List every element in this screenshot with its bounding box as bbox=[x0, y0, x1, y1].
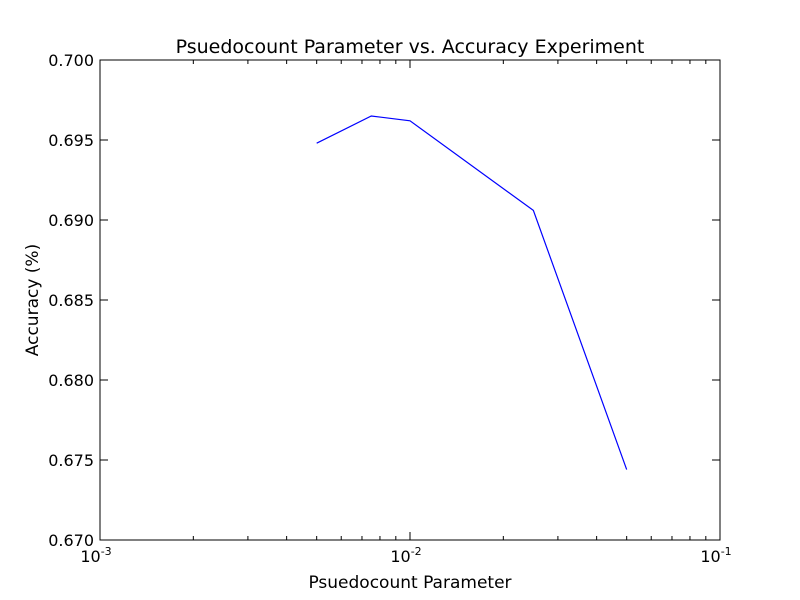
y-tick-label: 0.695 bbox=[48, 131, 94, 150]
x-axis-label: Psuedocount Parameter bbox=[308, 573, 511, 593]
x-tick-label-base: 10 bbox=[390, 547, 410, 566]
y-tick-label: 0.670 bbox=[48, 531, 94, 550]
x-tick-label-exponent: -2 bbox=[411, 545, 422, 558]
x-tick-label: 10-3 bbox=[80, 545, 111, 566]
series-line bbox=[316, 115, 628, 470]
y-tick-label: 0.700 bbox=[48, 51, 94, 70]
x-tick-label: 10-2 bbox=[390, 545, 421, 566]
y-tick-label: 0.675 bbox=[48, 451, 94, 470]
y-axis-label: Accuracy (%) bbox=[23, 244, 43, 356]
y-tick-label: 0.690 bbox=[48, 211, 94, 230]
y-tick-label: 0.685 bbox=[48, 291, 94, 310]
x-tick-label: 10-1 bbox=[700, 545, 731, 566]
x-tick-label-base: 10 bbox=[80, 547, 100, 566]
x-tick-label-exponent: -1 bbox=[721, 545, 732, 558]
x-tick-label-base: 10 bbox=[700, 547, 720, 566]
y-tick-label: 0.680 bbox=[48, 371, 94, 390]
plot-frame bbox=[99, 59, 721, 541]
chart-title: Psuedocount Parameter vs. Accuracy Exper… bbox=[176, 36, 645, 58]
x-tick-label-exponent: -3 bbox=[101, 545, 112, 558]
